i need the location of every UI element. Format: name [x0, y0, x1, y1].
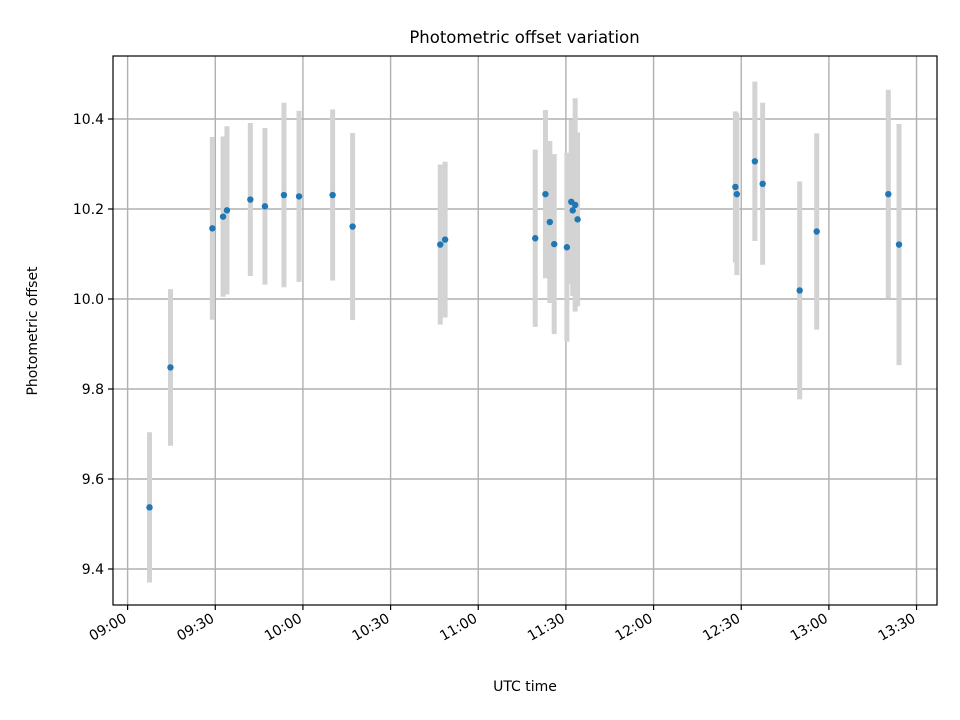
data-point — [261, 203, 269, 210]
data-point — [813, 228, 820, 235]
data-point — [280, 191, 288, 199]
data-point — [569, 207, 576, 214]
data-point — [167, 364, 174, 371]
y-tick-label: 10.2 — [73, 202, 104, 218]
data-point — [247, 196, 254, 203]
data-point — [329, 191, 336, 199]
y-axis-label: Photometric offset — [25, 266, 41, 396]
data-point — [551, 240, 558, 248]
data-point — [733, 190, 741, 198]
data-point — [571, 201, 579, 209]
y-tick-label: 9.6 — [82, 472, 104, 488]
data-point — [732, 183, 739, 191]
y-tick-label: 9.4 — [82, 562, 104, 578]
data-point — [759, 180, 766, 187]
data-point — [546, 218, 554, 226]
y-tick-label: 9.8 — [82, 382, 104, 398]
data-point — [751, 158, 759, 165]
data-point — [209, 225, 216, 232]
data-point — [219, 213, 227, 220]
data-point — [146, 504, 153, 511]
plot-frame — [112, 55, 938, 606]
data-point — [441, 236, 449, 243]
y-tick-label: 10.4 — [73, 112, 104, 128]
data-point — [223, 207, 231, 214]
data-point — [542, 190, 549, 198]
data-point — [532, 235, 539, 242]
data-point — [437, 241, 444, 248]
data-point — [895, 241, 903, 248]
data-point — [885, 190, 892, 198]
data-point — [563, 244, 571, 251]
data-points — [146, 158, 903, 511]
data-point — [295, 193, 303, 200]
data-point — [349, 223, 356, 230]
y-tick-label: 10.0 — [73, 292, 104, 308]
chart-title: Photometric offset variation — [409, 28, 639, 47]
x-axis-label: UTC time — [493, 679, 557, 695]
data-point — [796, 287, 803, 294]
data-point — [574, 216, 581, 223]
y-axis-ticks: 9.4 9.6 9.8 10.0 10.2 10.4 — [73, 112, 113, 578]
